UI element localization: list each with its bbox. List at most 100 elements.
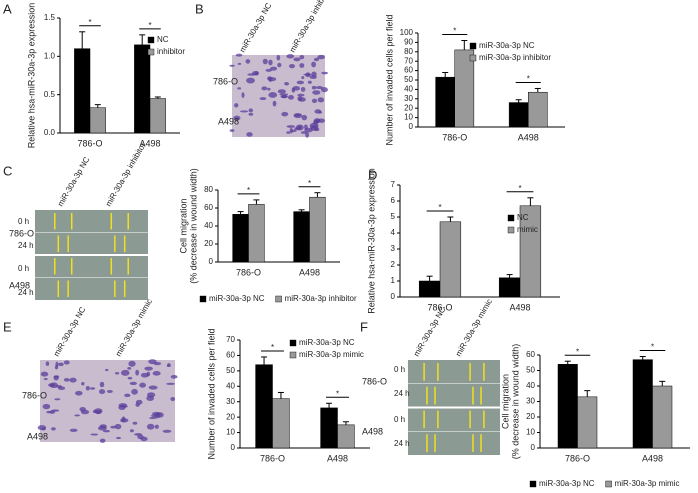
legend-swatch [605,480,612,488]
cell-stain [237,62,242,65]
cell-stain [105,368,109,372]
significance-mark: * [148,21,151,30]
x-tick-label: 786-O [442,132,467,142]
y-axis-label: Number of invaded cells per field [384,14,394,145]
cell-stain [69,428,78,432]
cell-stain [154,424,159,429]
significance-mark: * [336,389,339,398]
legend-label: miR-30a-3p NC [539,479,595,488]
cell-stain [299,63,305,68]
cell-stain [131,388,138,395]
y-tick-label: 60 [526,350,535,359]
cell-stain [284,81,290,86]
legend-label: inhibitor [157,47,185,56]
row-label: A498 [218,116,239,126]
cell-stain [300,86,306,92]
legend-swatch [275,295,282,303]
cell-stain [98,389,106,395]
bar [652,385,673,449]
cell-stain [276,54,281,61]
y-tick-label: 0 [531,443,536,452]
cell-stain [146,423,155,430]
cell-stain [280,94,288,99]
cell-stain [89,387,96,390]
legend-swatch [469,42,477,50]
cell-stain [53,375,59,381]
bar [632,359,653,449]
legend-label: miR-30a-3p inhibitor [285,294,357,303]
column-label: miR-30a-3p inhibitor [104,141,148,208]
y-tick-label: 40 [204,221,213,230]
cell-stain [268,91,278,98]
cell-stain [248,112,254,116]
cell-stain [74,414,81,417]
y-tick-label: 1.5 [44,13,56,22]
cell-stain [75,390,83,396]
column-label: miR-30a-3p inhibitor [288,0,332,54]
y-tick-label: 10 [404,113,413,122]
cell-stain [132,421,138,425]
cell-stain [144,366,153,371]
cell-stain [81,382,85,386]
y-tick-label: 30 [226,397,235,406]
cell-stain [40,371,49,377]
cell-stain [279,93,289,96]
y-axis-label: Cell migration [500,374,510,429]
y-tick-label: 4 [391,228,396,237]
cell-stain [311,61,317,68]
cell-stain [251,71,259,76]
time-label: 24 h [18,241,34,250]
significance-mark: * [576,347,579,356]
cell-stain [54,398,61,401]
x-tick-label: A498 [518,132,539,142]
bar [439,221,462,298]
cell-stain [148,385,158,390]
cell-stain [294,113,301,117]
legend-swatch [289,339,297,347]
cell-stain [48,383,55,387]
cell-stain [127,376,133,380]
cell-stain [248,108,254,113]
time-label: 0 h [394,415,405,424]
cell-stain [90,433,99,436]
y-tick-label: 50 [226,366,235,375]
panel-letter: A [3,1,12,16]
bar [89,107,106,134]
legend-label: miR-30a-3p NC [299,338,355,347]
x-tick-label: A498 [139,138,160,148]
bar [557,364,578,449]
significance-mark: * [518,184,521,193]
cell-stain [80,409,90,415]
x-tick-label: 786-O [427,302,452,312]
time-label: 24 h [394,389,410,398]
bar [232,214,249,263]
bar [454,49,475,128]
cell-stain [297,93,305,97]
significance-mark: * [271,343,274,352]
cell-stain [121,416,126,422]
significance-mark: * [453,27,456,36]
legend-swatch [469,54,477,62]
cell-stain [313,57,320,62]
cell-stain [246,77,255,84]
bar [248,204,265,263]
cell-stain [148,359,157,365]
y-tick-label: 0 [231,443,236,452]
panel-letter: E [3,319,12,334]
cell-stain [292,86,301,91]
significance-mark: * [308,179,311,188]
cell-stain [268,79,272,82]
y-tick-label: 0 [409,122,414,131]
cell-stain [270,66,278,71]
cell-stain [99,438,106,443]
y-tick-label: 7 [391,180,396,189]
cell-stain [245,59,251,64]
cell-stain [139,382,147,388]
cell-stain [97,425,107,431]
cell-stain [241,92,245,98]
cell-stain [124,393,131,398]
legend-label: NC [517,213,529,222]
bar [435,76,456,128]
column-label: miR-30a-3p NC [56,155,92,208]
